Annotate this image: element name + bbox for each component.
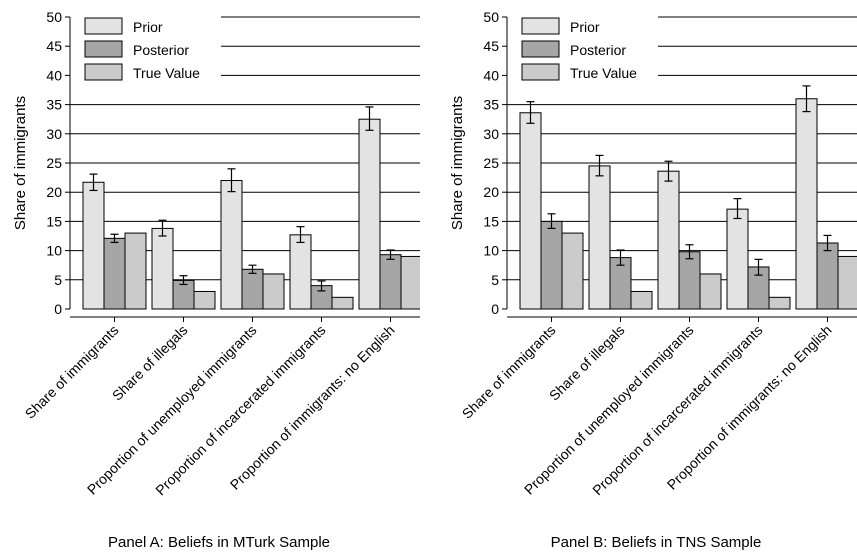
bar-posterior-proportion-of-immigrants-no-english <box>379 254 402 310</box>
bar-true-value-proportion-of-incarcerated-immigrants <box>331 296 354 310</box>
y-tick-label: 40 <box>46 67 62 83</box>
bar-true-value-proportion-of-incarcerated-immigrants <box>768 296 791 310</box>
bar-prior-proportion-of-incarcerated-immigrants <box>726 208 749 310</box>
legend: Prior Posterior True Value <box>521 17 637 81</box>
panel-b: 0 5 10 15 20 25 30 35 40 45 50 Share of immigrants S… <box>437 0 857 556</box>
bar-prior-proportion-of-immigrants-no-english <box>795 98 818 310</box>
bar-prior-proportion-of-incarcerated-immigrants <box>289 234 312 310</box>
error-bar-posterior-share-of-immigrants <box>110 233 119 244</box>
y-tick-label: 0 <box>54 301 62 317</box>
bar-prior-share-of-illegals <box>588 165 611 310</box>
y-tick-label: 15 <box>46 213 62 229</box>
bar-true-value-share-of-immigrants <box>561 232 584 310</box>
x-tick-label-share-of-immigrants: Share of immigrants <box>459 322 559 422</box>
bar-posterior-proportion-of-immigrants-no-english <box>816 242 839 310</box>
y-tick-label: 35 <box>46 97 62 113</box>
y-axis-label: Share of immigrants <box>449 96 466 230</box>
error-bar-posterior-proportion-of-unemployed-immigrants <box>248 264 257 274</box>
y-tick-label: 25 <box>483 155 499 171</box>
y-tick-label: 25 <box>46 155 62 171</box>
error-bar-posterior-proportion-of-immigrants-no-english <box>823 234 832 252</box>
bar-prior-share-of-illegals <box>151 227 174 310</box>
error-bar-posterior-share-of-immigrants <box>547 213 556 230</box>
error-bar-posterior-proportion-of-incarcerated-immigrants <box>754 258 763 276</box>
y-tick-label: 5 <box>491 272 499 288</box>
error-bar-prior-proportion-of-incarcerated-immigrants <box>733 198 742 220</box>
legend-label-true-value: True Value <box>570 65 637 81</box>
error-bar-posterior-share-of-illegals <box>179 275 188 286</box>
y-tick-label: 40 <box>483 67 499 83</box>
error-bar-prior-share-of-immigrants <box>526 101 535 124</box>
error-bar-prior-proportion-of-incarcerated-immigrants <box>296 226 305 244</box>
error-bar-prior-share-of-illegals <box>595 154 604 177</box>
y-tick-label: 45 <box>483 38 499 54</box>
panel-b-chart: 0 5 10 15 20 25 30 35 40 45 50 Share of immigrants S… <box>449 9 857 551</box>
error-bar-posterior-proportion-of-unemployed-immigrants <box>685 244 694 260</box>
bar-prior-share-of-immigrants <box>82 181 105 310</box>
bar-true-value-share-of-illegals <box>630 290 653 310</box>
error-bar-posterior-proportion-of-immigrants-no-english <box>386 249 395 260</box>
legend-swatch-posterior <box>84 40 123 58</box>
legend-label-posterior: Posterior <box>133 42 189 58</box>
error-bar-posterior-proportion-of-incarcerated-immigrants <box>317 280 326 292</box>
legend: Prior Posterior True Value <box>84 17 200 81</box>
bar-posterior-proportion-of-unemployed-immigrants <box>241 268 264 310</box>
legend-label-prior: Prior <box>570 19 600 35</box>
legend-swatch-true-value <box>521 63 560 81</box>
bar-posterior-share-of-immigrants <box>540 220 563 310</box>
error-bar-prior-proportion-of-immigrants-no-english <box>802 85 811 113</box>
legend-swatch-prior <box>521 17 560 35</box>
bar-true-value-share-of-illegals <box>193 290 216 310</box>
bar-prior-share-of-immigrants <box>519 112 542 310</box>
error-bar-prior-share-of-immigrants <box>89 173 98 192</box>
panel-a-chart: 0 5 10 15 20 25 30 35 40 45 50 Share of immigrants S… <box>12 9 420 551</box>
bar-true-value-proportion-of-unemployed-immigrants <box>262 273 285 310</box>
y-tick-label: 45 <box>46 38 62 54</box>
y-tick-label: 5 <box>54 272 62 288</box>
y-tick-label: 20 <box>46 184 62 200</box>
legend-swatch-posterior <box>521 40 560 58</box>
error-bar-prior-proportion-of-unemployed-immigrants <box>227 168 236 193</box>
bar-prior-proportion-of-immigrants-no-english <box>358 118 381 310</box>
y-tick-label: 0 <box>491 301 499 317</box>
legend-label-true-value: True Value <box>133 65 200 81</box>
legend-swatch-prior <box>84 17 123 35</box>
bar-true-value-share-of-immigrants <box>124 232 147 310</box>
bar-prior-proportion-of-unemployed-immigrants <box>657 170 680 310</box>
legend-label-posterior: Posterior <box>570 42 626 58</box>
y-tick-label: 50 <box>46 9 62 25</box>
bar-posterior-proportion-of-unemployed-immigrants <box>678 251 701 310</box>
x-tick-label-share-of-immigrants: Share of immigrants <box>22 322 122 422</box>
y-tick-label: 50 <box>483 9 499 25</box>
y-tick-label: 10 <box>46 243 62 259</box>
y-tick-label: 20 <box>483 184 499 200</box>
bar-true-value-proportion-of-unemployed-immigrants <box>699 273 722 310</box>
bar-true-value-proportion-of-immigrants-no-english <box>837 255 857 310</box>
y-tick-label: 10 <box>483 243 499 259</box>
error-bar-prior-proportion-of-unemployed-immigrants <box>664 160 673 182</box>
y-tick-label: 30 <box>483 126 499 142</box>
bar-posterior-share-of-immigrants <box>103 237 126 310</box>
y-tick-label: 30 <box>46 126 62 142</box>
bar-true-value-proportion-of-immigrants-no-english <box>400 255 420 310</box>
error-bar-prior-proportion-of-immigrants-no-english <box>365 106 374 131</box>
panel-caption: Panel A: Beliefs in MTurk Sample <box>108 534 330 551</box>
y-tick-label: 15 <box>483 213 499 229</box>
y-axis-label: Share of immigrants <box>12 96 29 230</box>
panel-a: 0 5 10 15 20 25 30 35 40 45 50 Share of immigrants S… <box>0 0 420 556</box>
error-bar-posterior-share-of-illegals <box>616 249 625 266</box>
bar-prior-proportion-of-unemployed-immigrants <box>220 180 243 310</box>
panel-caption: Panel B: Beliefs in TNS Sample <box>551 534 762 551</box>
y-tick-label: 35 <box>483 97 499 113</box>
legend-label-prior: Prior <box>133 19 163 35</box>
error-bar-prior-share-of-illegals <box>158 219 167 237</box>
legend-swatch-true-value <box>84 63 123 81</box>
